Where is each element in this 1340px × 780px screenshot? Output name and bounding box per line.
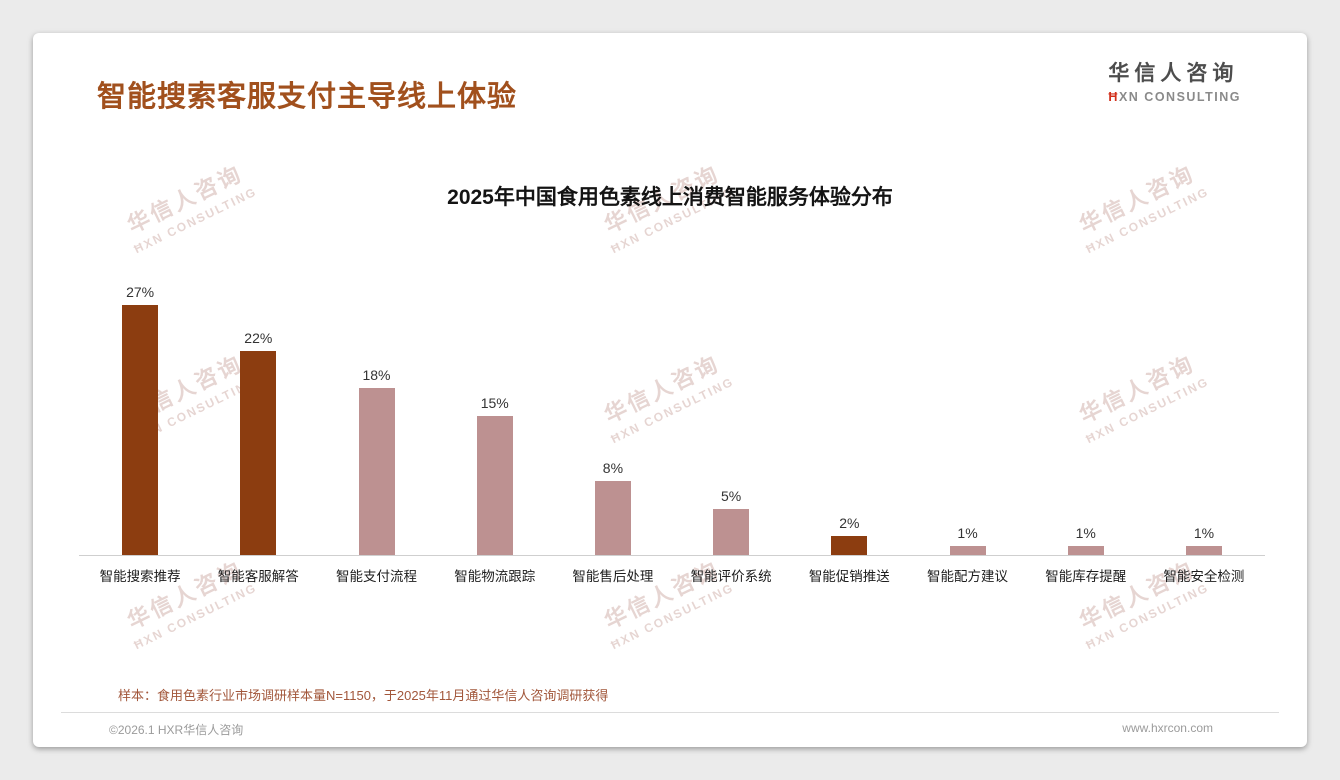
bar (713, 509, 750, 555)
chart-title: 2025年中国食用色素线上消费智能服务体验分布 (447, 186, 893, 209)
copyright-text: ©2026.1 HXR华信人咨询 (109, 723, 244, 737)
logo-en-initial: Ħ (1108, 90, 1119, 104)
bar (1185, 546, 1222, 555)
logo-en-rest: XN CONSULTING (1118, 90, 1241, 104)
category-labels: 智能搜索推荐 智能客服解答 智能支付流程 智能物流跟踪 智能售后处理 智能评价系统 智能促销… (81, 565, 1263, 585)
bar-chart: 27% 22% 18% 15% 8% 5% 2% 1% 1% 1% (81, 284, 1263, 555)
category-label: 智能库存提醒 (1045, 569, 1127, 584)
category-label: 智能配方建议 (927, 569, 1009, 584)
bar (594, 481, 631, 555)
category-label: 智能支付流程 (336, 569, 417, 584)
company-logo: 华信人咨询 ĦXN CONSULTING (1108, 57, 1241, 104)
bar-column: 8% (554, 460, 672, 555)
bar-value-label: 22% (244, 330, 273, 346)
category-label: 智能物流跟踪 (454, 569, 536, 584)
bar-column: 27% (81, 284, 199, 555)
bar (831, 536, 868, 555)
category-label: 智能安全检测 (1163, 569, 1245, 584)
website-text: www.hxrcon.com (1122, 721, 1213, 735)
bar-value-label: 1% (1193, 525, 1215, 541)
bar-value-label: 15% (480, 395, 509, 411)
category-label: 智能搜索推荐 (99, 569, 181, 584)
category-label: 智能评价系统 (690, 569, 772, 584)
bar-column: 15% (436, 395, 554, 555)
bar-column: 18% (317, 367, 435, 555)
bar-column: 2% (790, 515, 908, 555)
footer-divider (61, 712, 1279, 713)
bar-value-label: 27% (126, 284, 155, 300)
category-label: 智能客服解答 (217, 569, 299, 584)
bar-column: 5% (672, 488, 790, 555)
bar (1067, 546, 1104, 555)
bar-column: 1% (908, 525, 1026, 555)
bar-value-label: 2% (839, 515, 860, 531)
page-title: 智能搜索客服支付主导线上体验 (97, 81, 518, 113)
logo-en-text: ĦXN CONSULTING (1108, 90, 1241, 104)
bar-column: 1% (1145, 525, 1263, 555)
report-card: 华信人咨询 ĦXN CONSULTING 华信人咨询 ĦXN CONSULTING 华信… (33, 33, 1307, 747)
x-axis-line (79, 555, 1265, 556)
category-label: 智能售后处理 (572, 569, 654, 584)
bar (240, 351, 277, 555)
bar-value-label: 1% (1075, 525, 1096, 541)
bar-column: 22% (199, 330, 317, 555)
logo-cn-text: 华信人咨询 (1108, 62, 1239, 85)
bar (476, 416, 513, 555)
bar-column: 1% (1027, 525, 1145, 555)
bar-value-label: 5% (721, 488, 742, 504)
bar (122, 305, 159, 555)
bar-value-label: 1% (957, 525, 978, 541)
bar (358, 388, 395, 555)
bar-value-label: 18% (362, 367, 391, 383)
bar (949, 546, 986, 555)
category-label: 智能促销推送 (808, 569, 890, 584)
sample-note: 样本：食用色素行业市场调研样本量N=1150，于2025年11月通过华信人咨询调… (118, 688, 609, 703)
bar-value-label: 8% (602, 460, 624, 476)
